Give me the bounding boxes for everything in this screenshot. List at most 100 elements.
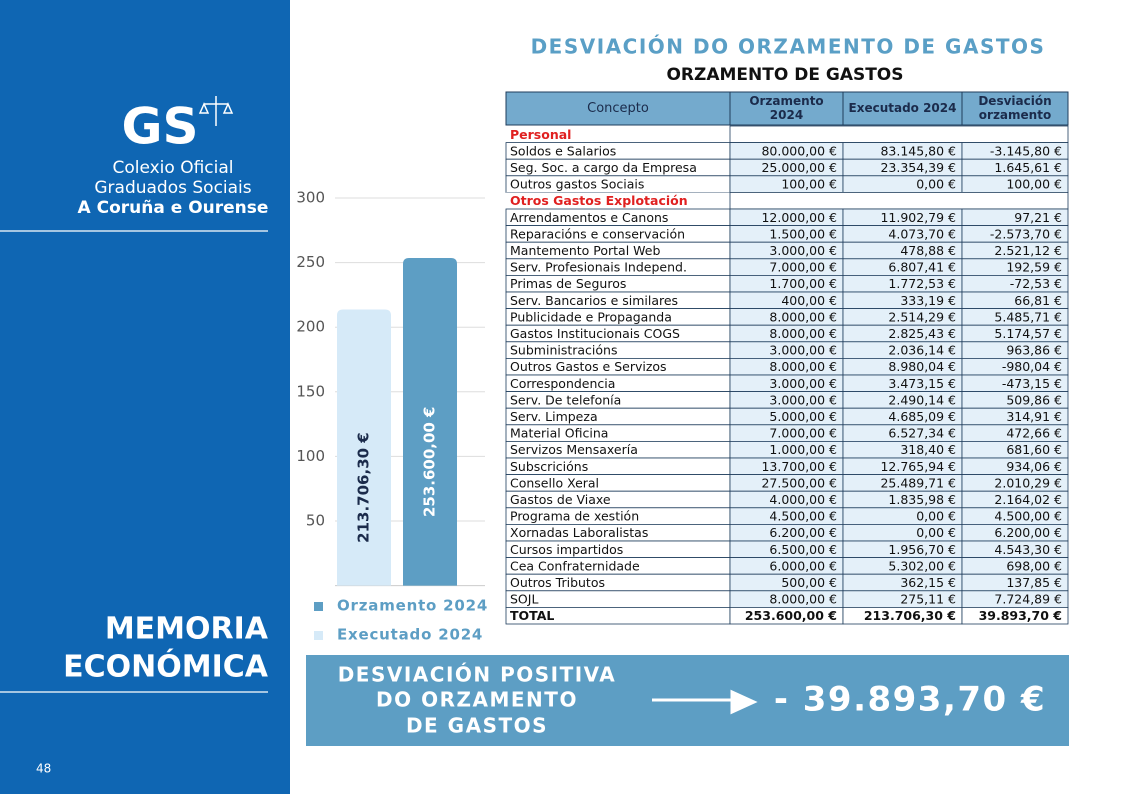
- section-title: Personal: [510, 127, 571, 142]
- sidebar: [0, 0, 290, 794]
- table-cell: [505, 590, 731, 608]
- y-tick-label: 50: [306, 512, 325, 530]
- cell-text: 934,06 €: [1006, 459, 1062, 474]
- bar: [337, 309, 391, 586]
- cell-text: 472,66 €: [1006, 426, 1062, 441]
- cell-text: 963,86 €: [1006, 343, 1062, 358]
- subtitle: ORZAMENTO DE GASTOS: [666, 65, 903, 85]
- cell-text: 0,00 €: [916, 525, 956, 540]
- cell-text: Arrendamentos e Canons: [510, 210, 668, 225]
- y-tick-label: 250: [296, 253, 325, 271]
- cell-text: 137,85 €: [1006, 575, 1062, 590]
- cell-text: 681,60 €: [1006, 442, 1062, 457]
- cell-text: Reparacións e conservación: [510, 226, 685, 241]
- cell-text: 0,00 €: [916, 509, 956, 524]
- cell-text: Cursos impartidos: [510, 542, 623, 557]
- cell-text: Serv. De telefonía: [510, 392, 621, 407]
- y-tick-label: 300: [296, 189, 325, 207]
- cell-text: 5.302,00 €: [888, 558, 956, 573]
- summary-label: DO ORZAMENTO: [376, 688, 578, 712]
- cell-text: 5.485,71 €: [994, 309, 1062, 324]
- cell-text: 400,00 €: [781, 293, 837, 308]
- summary-label: DESVIACIÓN POSITIVA: [338, 663, 617, 687]
- y-tick-label: 150: [296, 382, 325, 400]
- cell-text: 509,86 €: [1006, 392, 1062, 407]
- cell-text: 6.527,34 €: [888, 426, 956, 441]
- cell-text: 4.500,00 €: [994, 509, 1062, 524]
- table-header-bg: [505, 91, 1069, 126]
- cell-text: Consello Xeral: [510, 475, 599, 490]
- arrow: [652, 689, 758, 715]
- cell-text: 1.500,00 €: [769, 226, 837, 241]
- cell-text: 6.807,41 €: [888, 260, 956, 275]
- legend-label: Orzamento 2024: [337, 597, 488, 615]
- cell-text: 0,00 €: [916, 177, 956, 192]
- legend-marker: [314, 631, 323, 640]
- cell-text: 3.000,00 €: [769, 392, 837, 407]
- cell-text: 8.000,00 €: [769, 326, 837, 341]
- cell-text: 1.700,00 €: [769, 276, 837, 291]
- header-cell: Concepto: [587, 101, 649, 116]
- y-tick-label: 200: [296, 318, 325, 336]
- value-label: 213.706,30 €: [355, 432, 373, 543]
- cell-text: 1.772,53 €: [888, 276, 956, 291]
- cell-text: SOJL: [510, 592, 538, 607]
- header-cell: Executado 2024: [849, 101, 957, 115]
- cell-text: 4.500,00 €: [769, 509, 837, 524]
- legend-marker: [314, 602, 323, 611]
- cell-text: 27.500,00 €: [761, 475, 837, 490]
- cell-text: 2.514,29 €: [888, 309, 956, 324]
- cell-text: Xornadas Laboralistas: [510, 525, 648, 540]
- cell-text: 83.145,80 €: [880, 143, 956, 158]
- summary-label: DE GASTOS: [406, 714, 548, 738]
- cell-text: Correspondencia: [510, 376, 615, 391]
- cell-text: 23.354,39 €: [880, 160, 956, 175]
- cell-text: 1.645,61 €: [994, 160, 1062, 175]
- cell-text: 25.000,00 €: [761, 160, 837, 175]
- logo-scales: [198, 96, 234, 126]
- cell-text: -980,04 €: [1002, 359, 1062, 374]
- summary-amount: - 39.893,70 €: [774, 680, 1046, 720]
- cell-text: 66,81 €: [1014, 293, 1062, 308]
- cell-text: 1.956,70 €: [888, 542, 956, 557]
- cell-text: 8.000,00 €: [769, 592, 837, 607]
- cell-text: 2.490,14 €: [888, 392, 956, 407]
- cell-text: 4.000,00 €: [769, 492, 837, 507]
- cell-text: 3.000,00 €: [769, 243, 837, 258]
- cell-text: Cea Confraternidade: [510, 558, 640, 573]
- cell-text: 213.706,30 €: [864, 608, 956, 623]
- cell-text: Primas de Seguros: [510, 276, 626, 291]
- header-cell: 2024: [770, 108, 803, 122]
- cell-text: Serv. Bancarios e similares: [510, 293, 678, 308]
- cell-text: 2.825,43 €: [888, 326, 956, 341]
- table-cell: [961, 607, 1069, 625]
- cell-text: 3.000,00 €: [769, 376, 837, 391]
- cell-text: 6.000,00 €: [769, 558, 837, 573]
- cell-text: 253.600,00 €: [745, 608, 837, 623]
- cell-text: 314,91 €: [1006, 409, 1062, 424]
- cell-text: Seg. Soc. a cargo da Empresa: [510, 160, 697, 175]
- legend-label: Executado 2024: [337, 626, 483, 644]
- cell-text: 6.500,00 €: [769, 542, 837, 557]
- cell-text: 80.000,00 €: [761, 143, 837, 158]
- org-line: Colexio Oficial: [112, 158, 233, 178]
- cell-text: 39.893,70 €: [979, 608, 1062, 623]
- cell-text: 11.902,79 €: [880, 210, 956, 225]
- cell-text: 5.000,00 €: [769, 409, 837, 424]
- cell-text: -473,15 €: [1002, 376, 1062, 391]
- cell-text: Gastos de Viaxe: [510, 492, 611, 507]
- cell-text: 100,00 €: [781, 177, 837, 192]
- cell-text: 6.200,00 €: [994, 525, 1062, 540]
- cell-text: 318,40 €: [900, 442, 956, 457]
- cell-text: 500,00 €: [781, 575, 837, 590]
- cell-text: 100,00 €: [1006, 177, 1062, 192]
- cell-text: TOTAL: [510, 608, 554, 623]
- cell-text: 2.521,12 €: [994, 243, 1062, 258]
- cell-text: 1.000,00 €: [769, 442, 837, 457]
- cell-text: 698,00 €: [1006, 558, 1062, 573]
- cell-text: 12.765,94 €: [880, 459, 956, 474]
- cell-text: Outros gastos Sociais: [510, 177, 644, 192]
- logo: GS: [121, 98, 198, 156]
- section-title: Otros Gastos Explotación: [510, 193, 688, 208]
